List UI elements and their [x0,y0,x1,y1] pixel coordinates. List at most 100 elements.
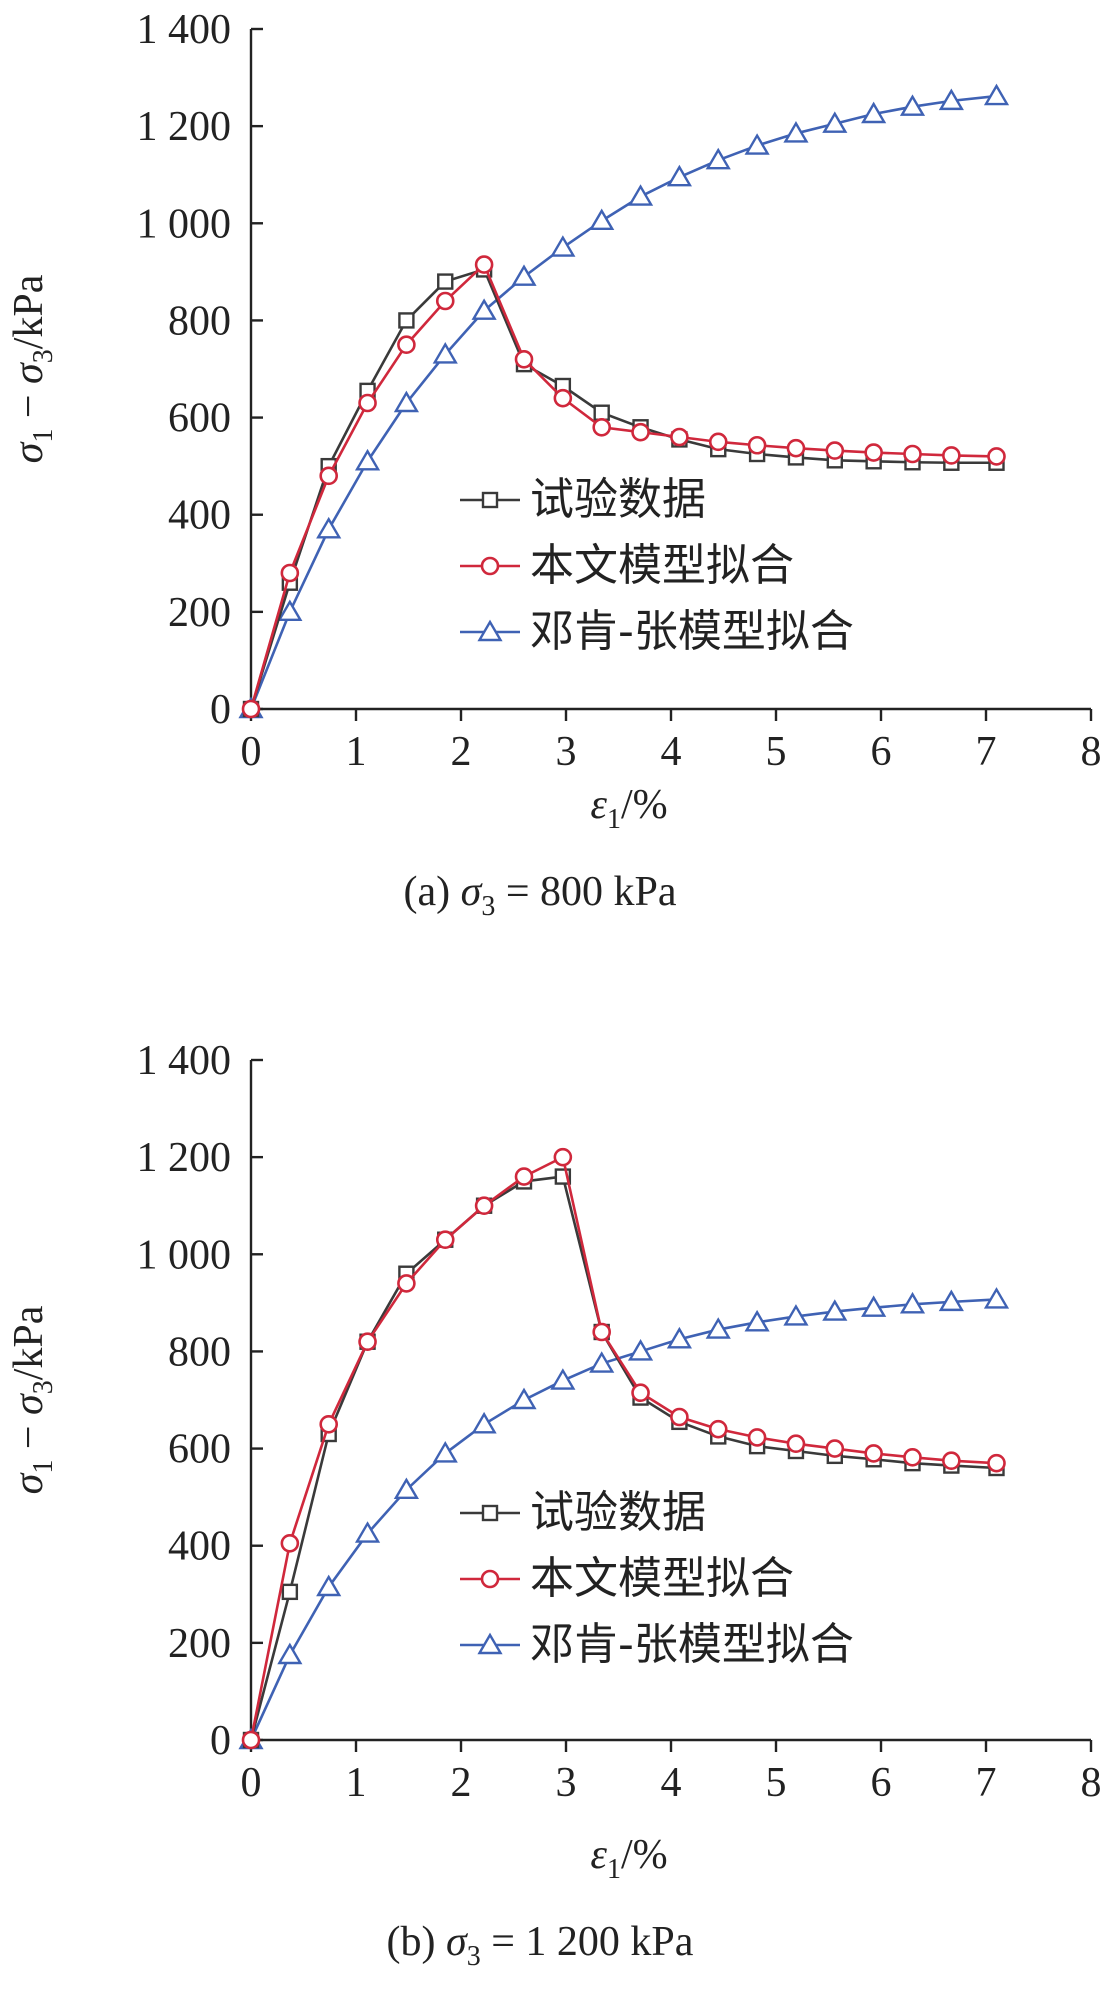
y-tick-label: 1 200 [137,104,232,150]
data-point-triangle [705,147,731,170]
y-tick-label: 400 [168,493,231,539]
data-point-circle [825,1439,845,1458]
legend-label: 试验数据 [530,1487,706,1538]
data-point-circle [786,1434,806,1454]
data-point-triangle [477,619,503,642]
data-point-triangle [471,1411,497,1434]
data-point-circle [864,443,883,462]
data-point-circle [280,563,300,583]
data-point-triangle [783,1304,809,1326]
chart-panel-b: 0 200 400 600 800 1 000 1 200 1 400 0 1 2 3 4 5 6 7 8 ε1/… [6,1038,1102,1972]
x-tick-label: 3 [556,729,577,775]
data-point-triangle [277,1642,303,1665]
data-point-triangle [861,101,887,124]
y-tick-label: 200 [168,1621,231,1667]
data-point-circle [903,444,922,464]
data-point-triangle [666,164,692,187]
x-tick-label: 5 [766,1760,787,1806]
x-tick-label: 6 [871,1760,892,1806]
x-tick-label: 0 [241,729,262,775]
data-point-circle [514,1167,534,1186]
y-tick-label: 600 [168,1427,231,1473]
data-point-triangle [432,1441,458,1463]
y-tick-label: 800 [168,298,231,344]
y-tick-label: 1 000 [137,1232,232,1278]
data-point-triangle [822,1299,848,1321]
data-point-triangle [705,1317,731,1339]
data-point-circle [987,447,1006,466]
y-axis-title: σ1 − σ3/kPa [6,274,59,463]
data-point-triangle [589,208,615,231]
data-point-triangle [899,1291,926,1314]
data-point-circle [592,417,612,437]
data-point-circle [435,1230,455,1250]
y-tick-label: 1 000 [137,201,232,247]
y-tick-label: 0 [210,1718,231,1764]
data-point-circle [319,1414,339,1434]
data-point-triangle [477,1632,503,1655]
legend-label: 邓肯-张模型拟合 [530,1619,854,1670]
data-point-triangle [277,599,303,622]
x-tick-label: 7 [976,1760,997,1806]
y-tick-label: 800 [168,1329,231,1375]
legend-label: 本文模型拟合 [530,1553,794,1604]
series-proposed-model [241,1147,1006,1750]
data-point-triangle [393,1477,419,1500]
data-point-triangle [550,235,576,257]
x-axis-title: ε1/% [590,782,667,835]
data-point-circle [280,1533,300,1553]
data-point-triangle [627,1339,654,1361]
data-point-triangle [744,133,770,155]
x-tick-label: 1 [346,1760,367,1806]
series-duncan-chang-model [238,1287,1010,1750]
data-point-circle [631,1383,650,1403]
data-point-circle [358,393,377,413]
data-point-circle [747,435,767,455]
data-point-triangle [316,1574,342,1597]
data-point-triangle [471,298,497,320]
data-point-square [281,1583,299,1601]
legend-label: 试验数据 [530,474,706,525]
data-point-circle [319,466,339,486]
data-point-triangle [983,1287,1010,1309]
data-point-circle [553,388,573,408]
data-point-triangle [316,516,342,539]
legend-label: 本文模型拟合 [530,540,794,591]
data-point-triangle [627,184,654,206]
legend-label: 邓肯-张模型拟合 [530,606,854,657]
x-tick-label: 1 [346,729,367,775]
data-point-circle [435,291,455,311]
y-tick-label: 0 [210,687,231,733]
data-point-triangle [666,1326,692,1349]
data-point-circle [397,335,416,355]
data-point-circle [514,349,534,369]
data-point-circle [670,1407,689,1427]
x-tick-label: 4 [661,1760,682,1806]
data-point-square [481,491,499,509]
x-tick-label: 0 [241,1760,262,1806]
x-tick-label: 3 [556,1760,577,1806]
data-point-circle [670,427,689,447]
chart-panel-a: 0 200 400 600 800 1 000 1 200 1 400 0 1 2 3 4 5 6 7 8 ε1/… [6,7,1102,922]
data-point-circle [631,422,650,442]
figure-caption: (a) σ3 = 800 kPa [403,869,676,922]
figure-caption: (b) σ3 = 1 200 kPa [387,1919,694,1972]
data-point-triangle [899,94,926,116]
data-point-circle [241,1730,261,1750]
data-point-triangle [983,83,1010,106]
data-point-square [481,1504,499,1522]
data-point-circle [480,556,500,576]
data-point-triangle [861,1295,887,1317]
data-point-circle [358,1332,377,1352]
data-point-triangle [511,264,537,286]
data-point-triangle [511,1387,537,1410]
data-point-triangle [393,390,419,413]
x-tick-label: 5 [766,729,787,775]
y-tick-label: 200 [168,590,231,636]
data-point-triangle [938,88,964,111]
data-point-square [593,404,610,421]
data-point-circle [942,446,961,465]
